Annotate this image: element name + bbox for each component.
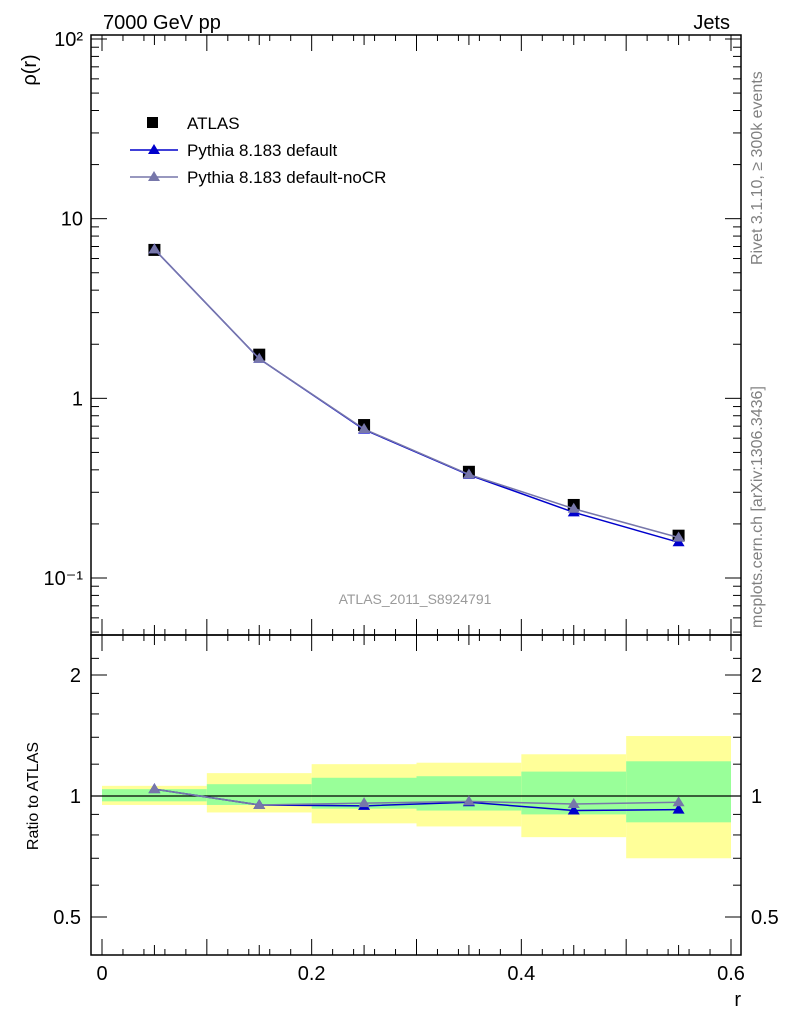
- nocr-data-point: [358, 423, 371, 434]
- ratio-ylabel: Ratio to ATLAS: [25, 742, 42, 850]
- nocr-data-point: [672, 531, 685, 542]
- ratio-nocr-point: [672, 796, 685, 807]
- mcplots-label: mcplots.cern.ch [arXiv:1306.3436]: [749, 386, 766, 628]
- nocr-data-point: [148, 243, 161, 254]
- ratio-y-tick-label-left: 2: [70, 665, 81, 687]
- main-plot: [148, 243, 685, 547]
- ratio-plot: [91, 783, 741, 815]
- nocr-data-point: [253, 352, 266, 363]
- series-line-default: [153, 248, 679, 544]
- legend-label-default: Pythia 8.183 default: [187, 141, 338, 160]
- ratio-y-tick-label-right: 2: [751, 665, 762, 687]
- band-inner-bin: [102, 789, 207, 802]
- main-ylabel: ρ(r): [19, 54, 41, 85]
- ratio-default-point: [567, 804, 580, 815]
- legend-label-nocr: Pythia 8.183 default-noCR: [187, 168, 386, 187]
- ratio-line-nocr: [154, 788, 679, 806]
- ratio-nocr-point: [253, 798, 266, 809]
- ratio-nocr-point: [567, 798, 580, 809]
- ratio-y-tick-label-left: 1: [70, 786, 81, 808]
- ratio-x-tick-label: 0.4: [507, 963, 535, 985]
- legend-marker-default: [148, 144, 160, 154]
- ratio-x-tick-label: 0.2: [298, 963, 326, 985]
- nocr-data-point: [462, 468, 475, 479]
- ratio-xlabel: r: [734, 989, 741, 1011]
- legend: ATLAS Pythia 8.183 default Pythia 8.183 …: [130, 114, 386, 187]
- ratio-x-tick-label: 0.6: [717, 963, 745, 985]
- ratio-y-tick-label-left: 0.5: [53, 907, 81, 929]
- ratio-default-point: [672, 803, 685, 814]
- ratio-nocr-point: [462, 795, 475, 806]
- nocr-data-point: [567, 502, 580, 513]
- ratio-nocr-point: [148, 783, 161, 794]
- ratio-y-tick-label-right: 1: [751, 786, 762, 808]
- ratio-y-tick-label-right: 0.5: [751, 907, 779, 929]
- header-left: 7000 GeV pp: [103, 12, 221, 34]
- main-y-tick-label: 10: [61, 209, 83, 231]
- main-y-tick-label: 1: [72, 388, 83, 410]
- rivet-label: Rivet 3.1.10, ≥ 300k events: [749, 71, 766, 265]
- axes: 10⁻¹ 1 10 10² 0 0.2 0.4 0.6 0.5 0.5 1 1 2 2: [44, 29, 779, 985]
- main-y-tick-label: 10²: [54, 29, 83, 51]
- ratio-nocr-point: [358, 797, 371, 808]
- legend-label-atlas: ATLAS: [187, 114, 240, 133]
- analysis-watermark: ATLAS_2011_S8924791: [339, 591, 492, 607]
- band-inner-bin: [206, 784, 312, 805]
- legend-marker-nocr: [148, 171, 160, 181]
- legend-marker-atlas: [147, 117, 158, 128]
- series-line-nocr: [153, 248, 679, 539]
- main-y-tick-label: 10⁻¹: [44, 568, 84, 590]
- ratio-x-tick-label: 0: [96, 963, 107, 985]
- header-right: Jets: [693, 12, 730, 34]
- uncertainty-bands: [102, 736, 731, 859]
